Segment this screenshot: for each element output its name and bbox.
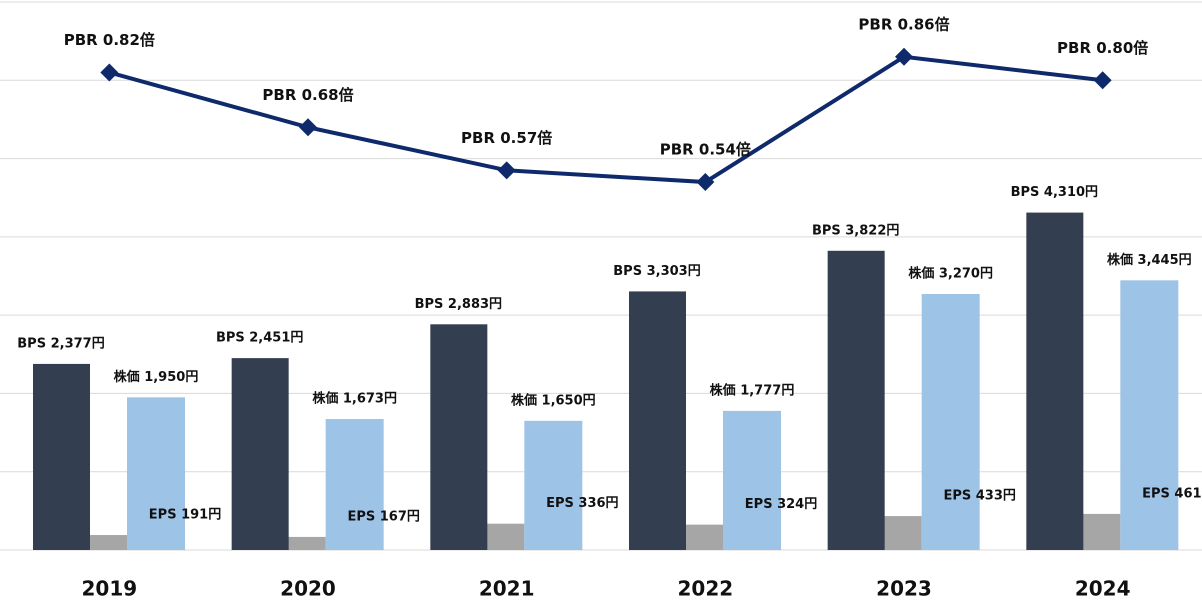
data-label: BPS 2,451円 bbox=[216, 331, 303, 346]
bar bbox=[430, 324, 488, 550]
x-tick-label: 2022 bbox=[677, 577, 733, 601]
bar bbox=[524, 420, 583, 550]
marker bbox=[895, 47, 913, 66]
data-label: 株価 3,270円 bbox=[908, 266, 993, 282]
bar bbox=[33, 363, 90, 550]
x-tick-label: 2023 bbox=[876, 577, 932, 601]
bar bbox=[921, 294, 980, 550]
bar bbox=[723, 410, 781, 550]
data-label: BPS 2,883円 bbox=[415, 297, 502, 312]
data-label: EPS 191円 bbox=[149, 508, 221, 523]
data-label: BPS 3,822円 bbox=[812, 223, 899, 238]
bar bbox=[827, 250, 885, 551]
data-label: EPS 336円 bbox=[546, 496, 618, 511]
bar bbox=[278, 536, 326, 550]
x-tick-label: 2024 bbox=[1075, 577, 1131, 601]
bar bbox=[127, 397, 185, 550]
marker bbox=[1093, 71, 1112, 90]
data-label: EPS 167円 bbox=[347, 509, 419, 524]
marker bbox=[100, 63, 119, 82]
bar bbox=[325, 419, 384, 550]
data-label: BPS 3,303円 bbox=[613, 264, 700, 279]
data-label: PBR 0.86倍 bbox=[858, 15, 949, 33]
data-label: BPS 4,310円 bbox=[1011, 185, 1098, 200]
data-label: EPS 324円 bbox=[745, 497, 817, 512]
data-label: PBR 0.82倍 bbox=[64, 31, 155, 49]
data-label: PBR 0.80倍 bbox=[1057, 39, 1148, 57]
data-label: EPS 433円 bbox=[943, 489, 1015, 504]
bar bbox=[629, 291, 686, 550]
data-label: 株価 1,777円 bbox=[710, 382, 795, 398]
data-label: PBR 0.68倍 bbox=[262, 86, 353, 104]
data-label: 株価 1,650円 bbox=[511, 392, 596, 408]
data-label: 株価 1,673円 bbox=[312, 391, 397, 407]
data-label: 株価 3,445円 bbox=[1107, 252, 1192, 268]
data-label: EPS 461円 bbox=[1142, 486, 1202, 501]
bar bbox=[80, 535, 127, 550]
data-label: BPS 2,377円 bbox=[17, 336, 104, 351]
x-tick-label: 2021 bbox=[479, 577, 535, 601]
marker bbox=[299, 118, 317, 137]
data-label: 株価 1,950円 bbox=[114, 369, 199, 385]
line bbox=[108, 54, 1103, 185]
x-tick-label: 2019 bbox=[81, 577, 137, 601]
marker bbox=[497, 161, 516, 180]
data-label: PBR 0.57倍 bbox=[461, 129, 552, 147]
x-tick-label: 2020 bbox=[280, 577, 336, 601]
bar bbox=[231, 358, 289, 550]
bar bbox=[1026, 212, 1084, 551]
data-label: PBR 0.54倍 bbox=[660, 141, 751, 159]
bar bbox=[1120, 280, 1179, 550]
marker bbox=[696, 173, 715, 192]
